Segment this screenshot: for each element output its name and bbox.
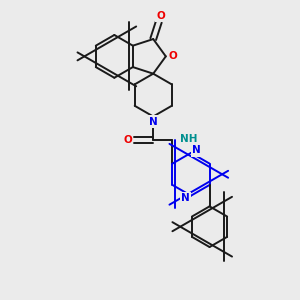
Text: O: O: [157, 11, 165, 20]
Text: O: O: [169, 51, 178, 62]
Text: NH: NH: [180, 134, 197, 143]
Text: N: N: [192, 146, 201, 155]
Text: N: N: [149, 117, 158, 127]
Text: N: N: [181, 193, 190, 203]
Text: O: O: [123, 135, 132, 145]
